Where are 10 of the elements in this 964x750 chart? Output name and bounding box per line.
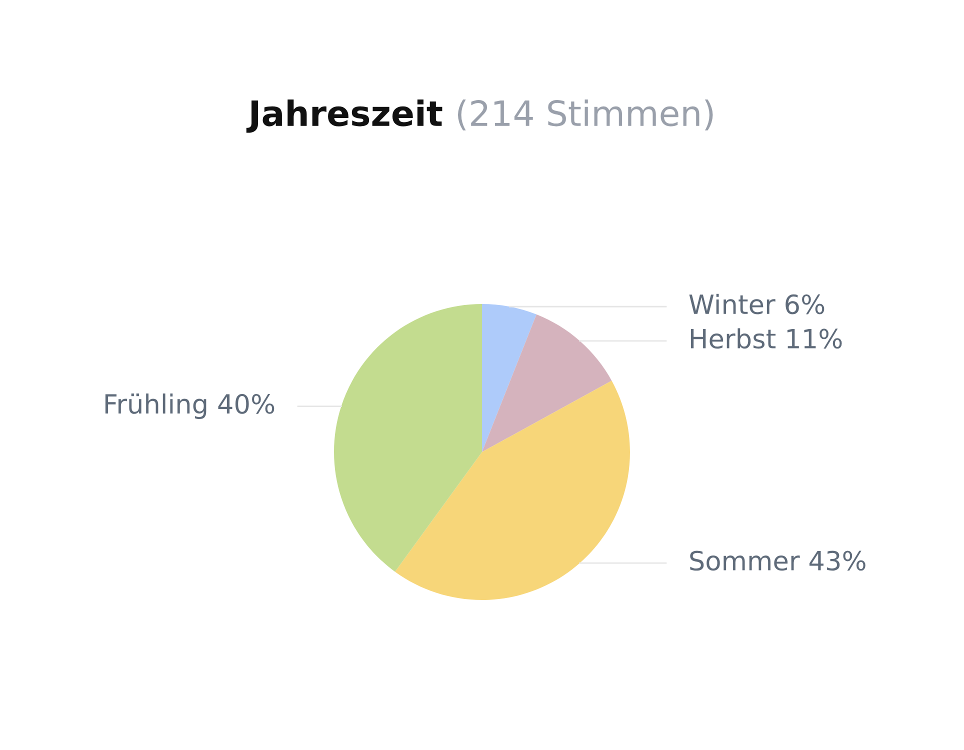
chart-title: Jahreszeit <box>246 99 442 133</box>
slice-label: Winter 6% <box>689 294 824 314</box>
chart-subtitle: (214 Stimmen) <box>458 99 713 130</box>
slice-label: Sommer 43% <box>690 550 866 571</box>
pie-slice <box>482 304 536 452</box>
slice-label: Herbst 11% <box>690 328 842 349</box>
pie-slice <box>334 304 482 572</box>
slice-label: Frühling 40% <box>105 393 274 420</box>
pie-slice <box>395 380 630 600</box>
pie-slice <box>482 314 612 452</box>
